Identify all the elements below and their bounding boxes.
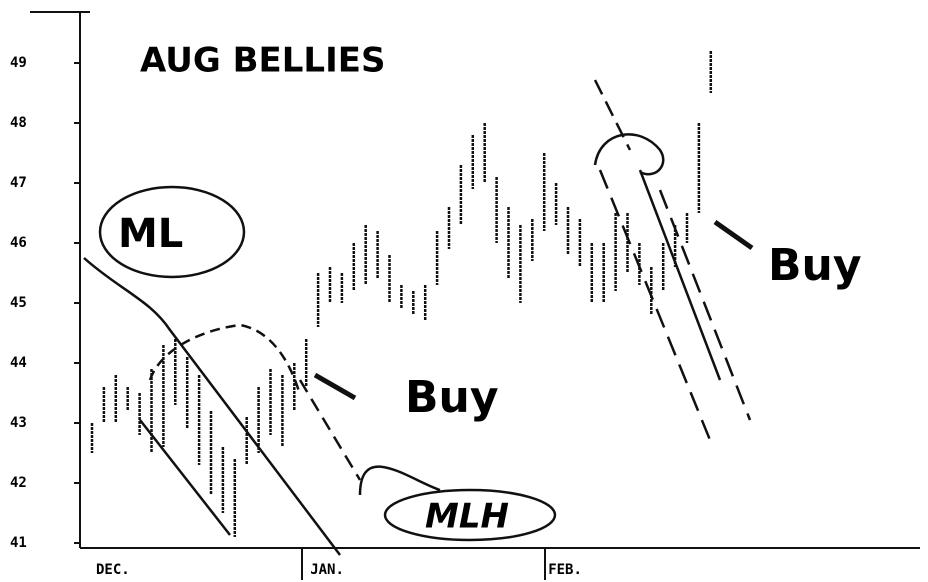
- trend-lines: [84, 80, 752, 555]
- y-tick-label: 47: [10, 175, 27, 191]
- y-tick-label: 48: [10, 115, 27, 131]
- annotation: Buy: [405, 372, 499, 423]
- y-tick-label: 45: [10, 295, 27, 311]
- annotation: MLH: [425, 497, 509, 537]
- x-tick-label: DEC.: [96, 562, 130, 578]
- chart: AUG BELLIES ML Buy MLH Buy 41 42 43 44 45 46 4…: [0, 0, 928, 582]
- annotation: Buy: [768, 240, 862, 291]
- y-tick-label: 46: [10, 235, 27, 251]
- y-tick-label: 41: [10, 535, 27, 551]
- y-tick-label: 49: [10, 55, 27, 71]
- x-tick-label: FEB.: [548, 562, 582, 578]
- x-tick-label: JAN.: [310, 562, 344, 578]
- y-tick-label: 44: [10, 355, 27, 371]
- y-tick-label: 42: [10, 475, 27, 491]
- annotation: ML: [118, 211, 183, 257]
- frame: [30, 12, 920, 580]
- chart-title: AUG BELLIES: [140, 41, 385, 81]
- y-tick-label: 43: [10, 415, 27, 431]
